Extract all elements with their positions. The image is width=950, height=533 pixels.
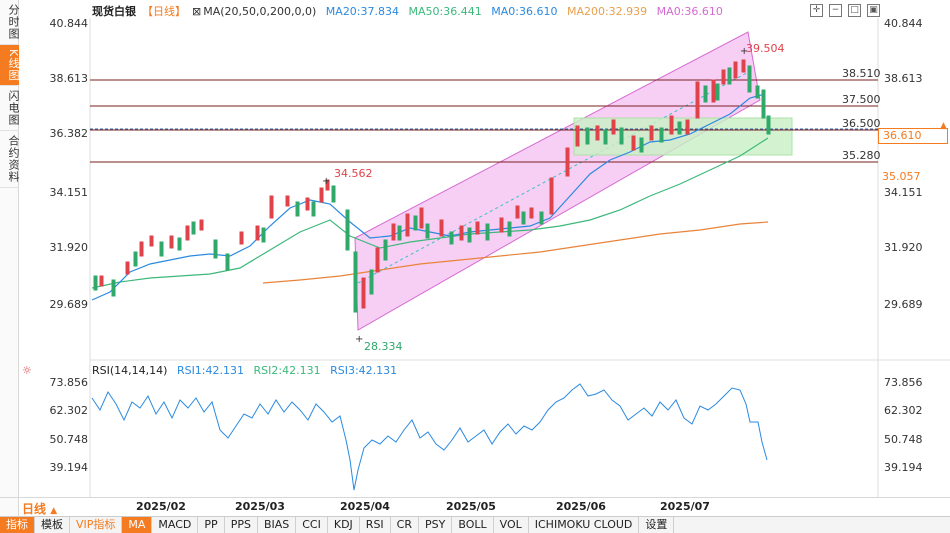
price-axis-right-2: 38.613 — [884, 72, 923, 85]
level-label-4: 35.280 — [842, 149, 881, 162]
date-label: 2025/03 — [235, 500, 285, 513]
low-marker: + — [355, 334, 363, 345]
crosshair-icon[interactable]: ✛ — [810, 4, 823, 17]
tab-ichimoku[interactable]: ICHIMOKU CLOUD — [529, 517, 640, 533]
window-controls: ✛ − □ ▣ — [804, 2, 880, 17]
rsi-title: RSI(14,14,14) — [92, 364, 168, 377]
mid-high-annotation: 34.562 — [334, 167, 373, 180]
tab-timeshare[interactable]: 分时图 — [0, 0, 20, 45]
price-axis-right-4: 34.151 — [884, 186, 923, 199]
price-axis-left-6: 29.689 — [49, 298, 89, 311]
ma-params: MA(20,50,0,200,0,0) — [203, 5, 317, 18]
price-axis-left-3: 36.382 — [49, 127, 89, 140]
tab-kdj[interactable]: KDJ — [328, 517, 360, 533]
rsi-axis-right-1: 73.856 — [884, 376, 923, 389]
period-select[interactable]: 日线 ▲ — [22, 500, 57, 517]
tab-cci[interactable]: CCI — [296, 517, 328, 533]
price-axis-left-4: 34.151 — [49, 186, 89, 199]
high-annotation: 39.504 — [746, 42, 785, 55]
date-label: 2025/05 — [446, 500, 496, 513]
ma200-value: MA200:32.939 — [566, 5, 648, 18]
price-arrow-icon: ▲ — [940, 121, 947, 131]
instrument-title: 现货白银 — [92, 5, 136, 18]
tab-psy[interactable]: PSY — [419, 517, 453, 533]
candlesticks — [93, 59, 771, 313]
chart-header: 现货白银 【日线】 ⊠ MA(20,50,0,200,0,0) MA20:37.834… — [92, 3, 729, 18]
caret-up-icon: ▲ — [50, 506, 58, 516]
date-label: 2025/07 — [660, 500, 710, 513]
tab-templates[interactable]: 模板 — [35, 517, 70, 533]
level-label-2: 37.500 — [842, 93, 881, 106]
tab-pp[interactable]: PP — [198, 517, 225, 533]
low-annotation: 28.334 — [364, 340, 403, 353]
rsi-axis-left-2: 62.302 — [49, 404, 89, 417]
rsi-line — [91, 383, 768, 491]
tab-rsi[interactable]: RSI — [360, 517, 391, 533]
tab-contract-info[interactable]: 合约资料 — [0, 131, 20, 189]
tab-macd[interactable]: MACD — [152, 517, 199, 533]
ma20-line — [91, 93, 766, 301]
price-axis-left-2: 38.613 — [49, 72, 89, 85]
period-label[interactable]: 【日线】 — [142, 5, 186, 18]
rsi-axis-right-2: 62.302 — [884, 404, 923, 417]
minimize-icon[interactable]: − — [829, 4, 842, 17]
rsi-axis-right-4: 39.194 — [884, 461, 923, 474]
ma-settings-icon[interactable]: ⊠ — [192, 5, 202, 18]
tab-cr[interactable]: CR — [391, 517, 419, 533]
maximize-icon[interactable]: □ — [848, 4, 861, 17]
price-axis-right-5: 31.920 — [884, 241, 923, 254]
channel-midline — [357, 69, 753, 284]
ma20-value: MA20:37.834 — [325, 5, 400, 18]
period-select-label: 日线 — [22, 502, 47, 516]
current-price-tag: 36.610 — [878, 128, 948, 144]
price-axis-right-6: 29.689 — [884, 298, 923, 311]
ma0b-value: MA0:36.610 — [656, 5, 723, 18]
tab-settings[interactable]: 设置 — [639, 517, 675, 533]
tab-kline[interactable]: K线图 — [0, 45, 20, 87]
tab-vip-indicators[interactable]: VIP指标 — [70, 517, 123, 533]
tab-bias[interactable]: BIAS — [258, 517, 297, 533]
level-label-3: 36.500 — [842, 117, 881, 130]
tab-boll[interactable]: BOLL — [452, 517, 494, 533]
ma0-value: MA0:36.610 — [491, 5, 558, 18]
rsi1-value: RSI1:42.131 — [176, 364, 245, 377]
rsi-axis-right-3: 50.748 — [884, 433, 923, 446]
tab-indicators[interactable]: 指标 — [0, 517, 35, 533]
price-axis-left-5: 31.920 — [49, 241, 89, 254]
tab-pps[interactable]: PPS — [225, 517, 258, 533]
rsi-header: RSI(14,14,14) RSI1:42.131 RSI2:42.131 RS… — [92, 364, 403, 377]
rsi-axis-left-1: 73.856 — [49, 376, 89, 389]
rsi2-value: RSI2:42.131 — [253, 364, 321, 377]
ma200-line — [262, 221, 769, 284]
level-label-1: 38.510 — [842, 67, 881, 80]
high-marker: + — [740, 46, 748, 57]
rsi-axis-left-3: 50.748 — [49, 433, 89, 446]
secondary-price-tag: 35.057 — [882, 170, 921, 183]
date-label: 2025/02 — [136, 500, 186, 513]
price-channel — [354, 31, 761, 331]
rsi3-value: RSI3:42.131 — [330, 364, 398, 377]
rsi-axis-left-4: 39.194 — [49, 461, 89, 474]
price-axis-left-1: 40.844 — [49, 17, 89, 30]
date-label: 2025/06 — [556, 500, 606, 513]
price-axis-right-1: 40.844 — [884, 17, 923, 30]
ma50-line — [91, 137, 769, 289]
expand-icon[interactable]: ▣ — [867, 4, 880, 17]
date-axis: 2025/02 2025/03 2025/04 2025/05 2025/06 … — [0, 497, 950, 515]
mid-high-marker: + — [322, 176, 330, 187]
date-label: 2025/04 — [340, 500, 390, 513]
rsi-settings-icon[interactable]: ☼ — [22, 364, 32, 377]
tab-ma[interactable]: MA — [122, 517, 153, 533]
tab-vol[interactable]: VOL — [494, 517, 529, 533]
indicator-bar: 指标 模板 VIP指标 MA MACD PP PPS BIAS CCI KDJ RSI CR PSY BO… — [0, 516, 950, 533]
chart-type-tabs: 分时图 K线图 闪电图 合约资料 — [0, 0, 20, 517]
tab-flash[interactable]: 闪电图 — [0, 86, 20, 132]
ma50-value: MA50:36.441 — [408, 5, 482, 18]
